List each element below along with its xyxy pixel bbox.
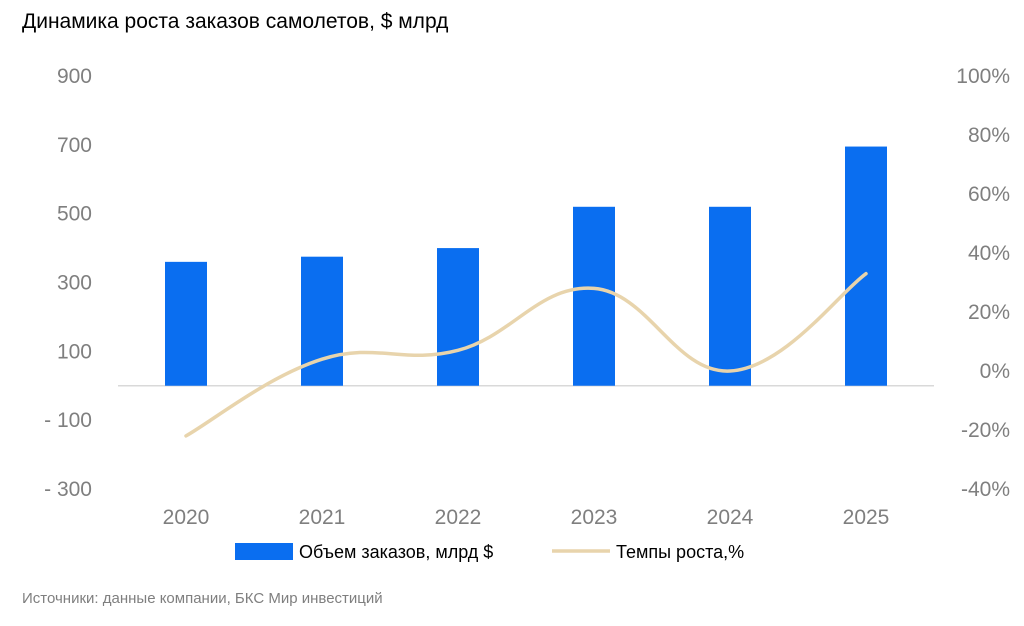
left-axis-ticks: 900 700 500 300 100 - 100 - 300	[44, 65, 92, 501]
growth-rate-line	[184, 271, 868, 438]
legend-bar-swatch	[235, 543, 293, 560]
source-note: Источники: данные компании, БКС Мир инве…	[22, 590, 383, 607]
x-tick-label: 2024	[707, 506, 754, 529]
bar-2024	[709, 206, 751, 386]
right-tick-label: 60%	[968, 183, 1010, 206]
right-tick-label: 40%	[968, 242, 1010, 265]
bar-2021	[301, 256, 343, 386]
left-tick-label: 900	[57, 65, 92, 88]
right-tick-label: -20%	[961, 419, 1010, 442]
bar-series	[165, 146, 887, 386]
right-tick-label: -40%	[961, 478, 1010, 501]
left-tick-label: 100	[57, 340, 92, 363]
left-tick-label: 500	[57, 203, 92, 226]
right-tick-label: 100%	[956, 65, 1010, 88]
x-tick-label: 2021	[299, 506, 346, 529]
left-tick-label: 300	[57, 272, 92, 295]
right-tick-label: 0%	[980, 360, 1010, 383]
bar-2023	[573, 206, 615, 386]
right-tick-label: 80%	[968, 124, 1010, 147]
right-tick-label: 20%	[968, 301, 1010, 324]
chart-title: Динамика роста заказов самолетов, $ млрд	[22, 10, 449, 33]
legend: Объем заказов, млрд $ Темпы роста,%	[235, 542, 744, 562]
x-tick-label: 2022	[435, 506, 482, 529]
bar-2025	[845, 146, 887, 386]
x-tick-label: 2020	[163, 506, 210, 529]
legend-bar-label: Объем заказов, млрд $	[299, 542, 493, 562]
left-tick-label: - 300	[44, 478, 92, 501]
bar-2022	[437, 248, 479, 386]
x-tick-label: 2025	[843, 506, 890, 529]
left-tick-label: 700	[57, 134, 92, 157]
bar-2020	[165, 261, 207, 386]
right-axis-ticks: 100% 80% 60% 40% 20% 0% -20% -40%	[956, 65, 1010, 501]
x-axis-ticks: 2020 2021 2022 2023 2024 2025	[163, 506, 890, 529]
left-tick-label: - 100	[44, 409, 92, 432]
x-tick-label: 2023	[571, 506, 618, 529]
legend-line-label: Темпы роста,%	[616, 542, 744, 562]
